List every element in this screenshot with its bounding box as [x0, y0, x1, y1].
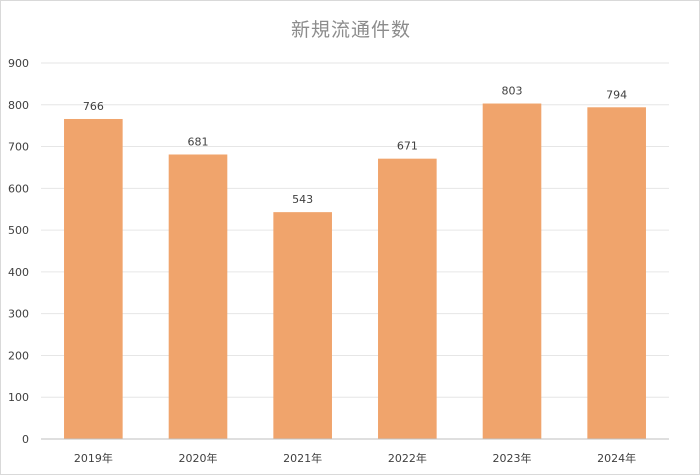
bar [64, 118, 123, 439]
bars [64, 103, 646, 439]
data-label: 803 [502, 85, 523, 98]
y-tick-label: 600 [8, 182, 29, 195]
x-tick-label: 2022年 [388, 451, 427, 465]
bar [587, 107, 646, 439]
grid-lines [41, 62, 669, 398]
y-tick-label: 200 [8, 349, 29, 362]
x-tick-label: 2023年 [493, 451, 532, 465]
data-label: 681 [188, 135, 209, 148]
y-tick-label: 400 [8, 266, 29, 279]
bar [168, 154, 228, 439]
bar [482, 103, 542, 439]
y-tick-label: 700 [8, 141, 29, 154]
data-label: 794 [606, 88, 627, 101]
data-label: 671 [397, 140, 418, 153]
x-tick-label: 2024年 [597, 451, 636, 465]
chart-title: 新規流通件数 [290, 19, 411, 41]
bar [273, 212, 332, 439]
y-tick-label: 100 [8, 391, 29, 404]
x-tick-label: 2021年 [283, 451, 322, 465]
data-label: 766 [83, 100, 104, 113]
y-tick-label: 800 [8, 99, 29, 112]
y-tick-label: 0 [22, 433, 29, 446]
y-tick-label: 300 [8, 308, 29, 321]
bar [378, 158, 437, 439]
labels: 0 100 200 300 400 500 600 700 800 900 766 2019年 681 2… [8, 57, 636, 465]
x-tick-label: 2019年 [74, 451, 113, 465]
x-tick-label: 2020年 [179, 451, 218, 465]
data-label: 543 [292, 193, 313, 206]
y-tick-label: 500 [8, 224, 29, 237]
y-tick-label: 900 [8, 57, 29, 70]
